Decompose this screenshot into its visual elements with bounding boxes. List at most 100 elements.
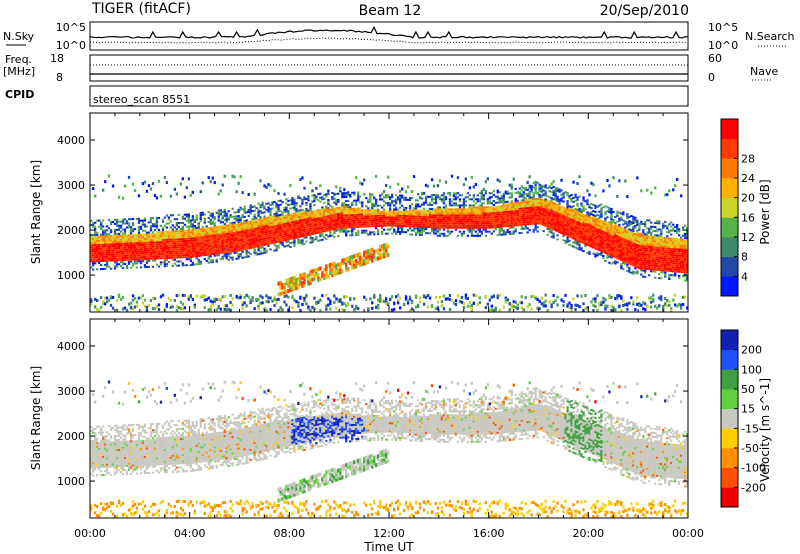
power-cell (287, 199, 290, 202)
power-cell (544, 304, 547, 308)
power-cell (540, 206, 543, 209)
power-cell (472, 206, 475, 209)
power-cell (341, 216, 344, 219)
power-cell (534, 180, 537, 184)
power-cell (173, 252, 176, 255)
power-cell (141, 248, 145, 250)
power-cell (520, 213, 523, 216)
power-cell (157, 247, 161, 250)
power-cell (301, 202, 304, 205)
power-cell (510, 304, 513, 307)
power-cell (127, 242, 131, 245)
power-cell (397, 224, 400, 227)
power-cell (510, 306, 513, 310)
power-cell (157, 239, 161, 242)
power-cell (173, 240, 176, 243)
power-cell (135, 300, 139, 304)
power-cell (291, 306, 294, 310)
power-cell (347, 224, 350, 227)
power-cell (341, 204, 344, 207)
power-cell (351, 265, 354, 270)
power-cell (163, 251, 167, 253)
power-cell (550, 223, 553, 226)
power-cell (532, 216, 535, 219)
power-cell (231, 258, 234, 261)
power-cell (496, 189, 499, 192)
power-cell (331, 208, 334, 211)
power-cell (227, 240, 230, 243)
power-cell (353, 213, 356, 216)
power-cell (516, 190, 519, 194)
power-cell (375, 227, 378, 230)
power-cell (129, 250, 133, 253)
power-cell (562, 235, 565, 237)
power-cell (123, 250, 127, 253)
power-cell (438, 295, 442, 299)
power-cell (237, 239, 240, 242)
power-cell (560, 189, 563, 192)
power-cell (235, 245, 238, 248)
cpid-frame (89, 85, 689, 107)
power-cell (159, 194, 163, 198)
power-cell (187, 237, 190, 240)
power-cell (472, 301, 475, 305)
power-cell (100, 255, 103, 258)
power-cell (90, 234, 93, 237)
power-cell (143, 247, 147, 250)
power-cell (458, 208, 462, 211)
power-cell (173, 256, 176, 259)
power-cell (131, 236, 135, 239)
power-cell (279, 199, 282, 202)
power-cell (369, 219, 372, 222)
power-cell (536, 216, 539, 219)
power-cell (518, 195, 521, 198)
power-cell (161, 253, 165, 256)
power-cell (303, 210, 306, 213)
power-cell (440, 218, 444, 221)
power-cell (171, 228, 174, 231)
power-cell (540, 208, 543, 211)
power-cell (544, 218, 547, 221)
power-cell (355, 211, 358, 214)
power-cell (552, 198, 555, 201)
power-cell (353, 220, 356, 222)
power-cell (209, 261, 212, 264)
power-cell (514, 200, 517, 202)
power-cell (468, 220, 471, 223)
power-cell (339, 230, 342, 233)
power-cell (153, 253, 157, 256)
power-cell (349, 224, 352, 227)
power-cell (257, 243, 260, 246)
power-cell (315, 209, 318, 212)
power-cell (249, 234, 252, 237)
power-cell (542, 205, 545, 208)
power-cell (504, 231, 507, 234)
power-cell (305, 197, 308, 200)
power-cell (462, 210, 466, 213)
power-cell (231, 232, 234, 234)
power-cell (161, 241, 165, 243)
power-cell (211, 226, 214, 229)
power-cell (181, 244, 184, 247)
power-cell (532, 212, 535, 215)
power-cell (219, 297, 222, 301)
power-cell (303, 222, 306, 225)
power-cell (353, 207, 356, 210)
power-cell (518, 232, 521, 235)
power-cell (100, 296, 103, 299)
power-cell (195, 257, 198, 260)
power-cell (255, 237, 258, 240)
power-cell (387, 224, 390, 227)
power-cell (422, 211, 426, 214)
power-cell (253, 307, 256, 311)
power-cell (490, 224, 493, 227)
power-cell (245, 221, 248, 224)
power-cell (522, 223, 525, 226)
power-cell (434, 214, 438, 217)
power-cell (460, 212, 464, 215)
power-cell (269, 232, 272, 235)
power-cell (127, 244, 131, 247)
power-cell (249, 210, 252, 213)
power-cell (351, 214, 354, 216)
power-cell (261, 222, 264, 224)
